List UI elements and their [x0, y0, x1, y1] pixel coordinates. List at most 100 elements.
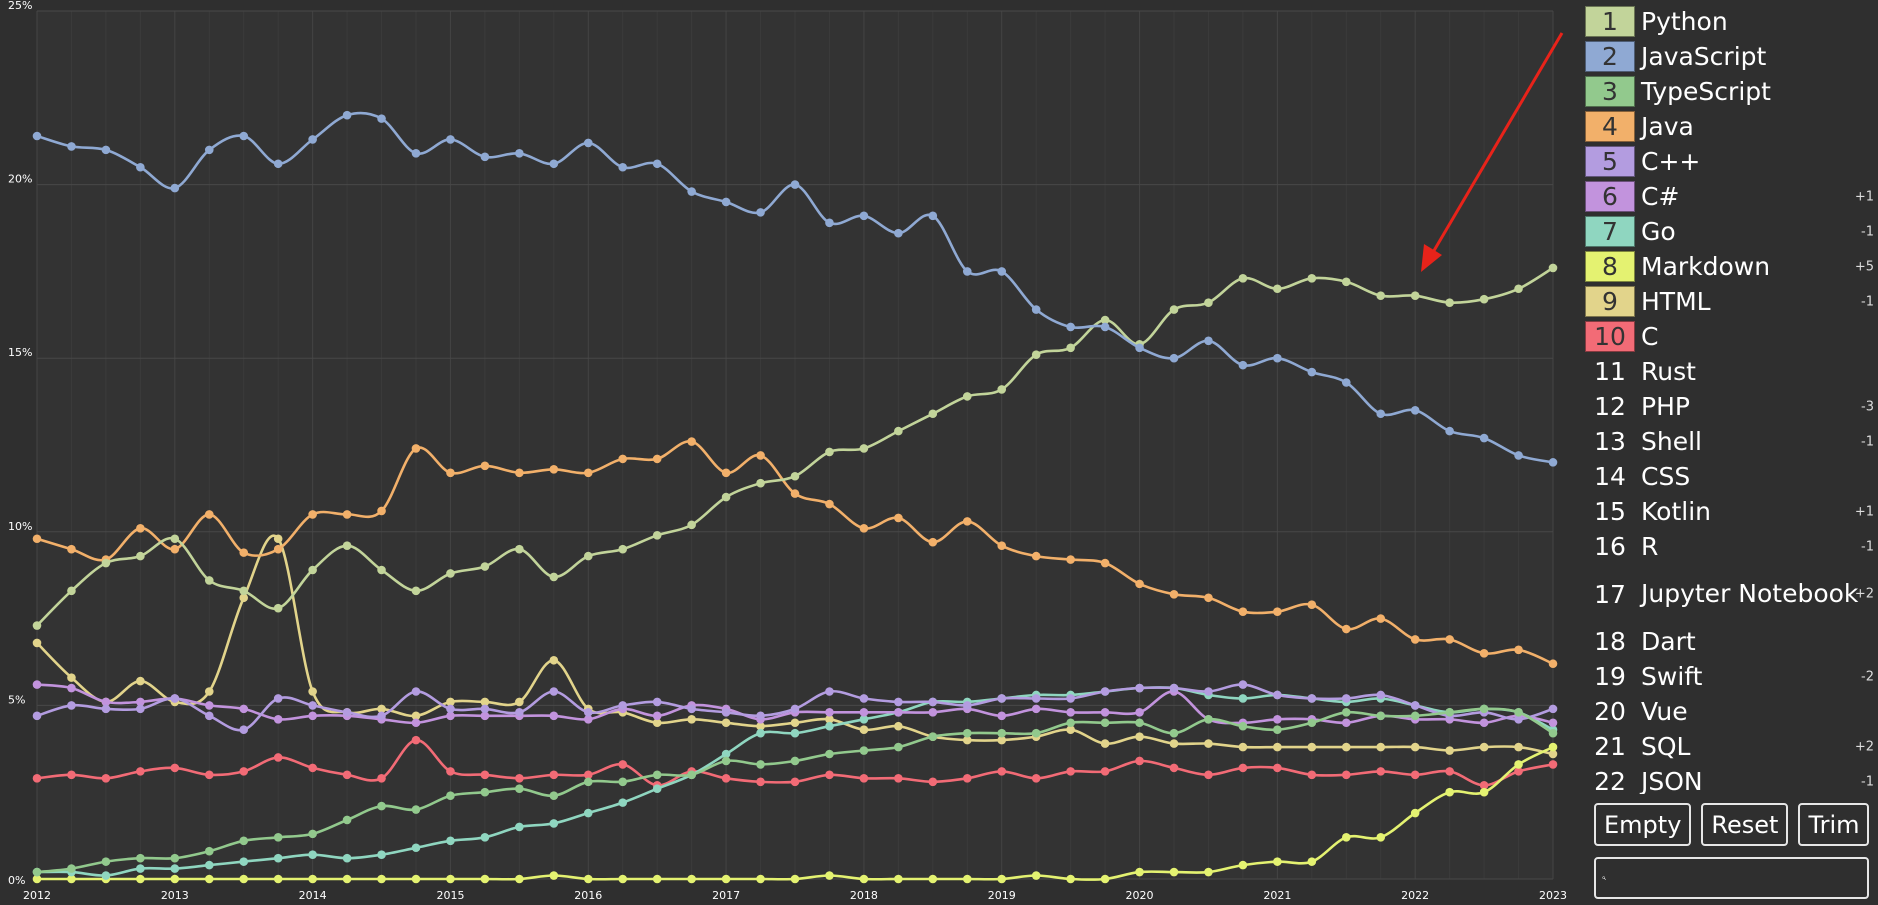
data-point-markdown [1066, 874, 1075, 884]
legend-rank-change: -1 [1861, 774, 1874, 789]
data-point-csharp [1135, 708, 1144, 717]
data-point-python [859, 444, 869, 453]
legend-item[interactable]: 18 Dart [1585, 624, 1878, 659]
data-point-typescript [1031, 728, 1041, 738]
data-point-java [1031, 551, 1041, 561]
data-point-python [1307, 274, 1317, 283]
data-point-c [101, 774, 111, 783]
data-point-html [515, 697, 524, 707]
legend-item[interactable]: 19 Swift -2 [1585, 659, 1878, 694]
legend-item[interactable]: 9 HTML -1 [1585, 284, 1878, 319]
data-point-go [170, 864, 180, 873]
trim-button[interactable]: Trim [1798, 803, 1870, 846]
data-point-markdown [1031, 871, 1041, 880]
data-point-cpp [1204, 687, 1213, 696]
data-point-javascript [273, 159, 283, 169]
data-point-cpp [687, 704, 696, 714]
legend-label: Java [1641, 111, 1694, 141]
data-point-html [411, 711, 421, 721]
legend-item[interactable]: 14 CSS [1585, 459, 1878, 494]
data-point-c [273, 753, 283, 762]
data-point-cpp [1410, 701, 1420, 710]
data-point-python [32, 621, 42, 630]
data-point-markdown [1376, 833, 1386, 842]
data-point-cpp [825, 687, 834, 696]
legend-item[interactable]: 13 Shell -1 [1585, 424, 1878, 459]
data-point-markdown [1479, 787, 1489, 797]
data-point-c [411, 735, 421, 745]
reset-button[interactable]: Reset [1701, 803, 1789, 846]
data-point-cpp [721, 708, 731, 717]
data-point-cpp [1548, 704, 1558, 714]
data-point-typescript [1307, 718, 1317, 728]
data-point-html [790, 718, 800, 728]
data-point-python [962, 392, 972, 401]
legend-item[interactable]: 4 Java [1585, 109, 1878, 144]
x-tick-label: 2019 [988, 889, 1016, 902]
data-point-javascript [721, 197, 731, 207]
legend-item[interactable]: 3 TypeScript [1585, 74, 1878, 109]
data-point-html [549, 655, 559, 665]
legend-rank: 16 [1594, 532, 1626, 561]
data-point-typescript [170, 853, 180, 863]
data-point-java [825, 499, 834, 509]
data-point-cpp [652, 697, 662, 707]
data-point-c [1031, 774, 1041, 783]
data-point-c [825, 770, 834, 780]
data-point-java [928, 537, 938, 547]
data-point-go [549, 819, 559, 828]
legend-item[interactable]: 22 JSON -1 [1585, 764, 1878, 795]
data-point-typescript [32, 867, 42, 877]
legend-item[interactable]: 11 Rust [1585, 354, 1878, 389]
legend-rank: 22 [1594, 767, 1626, 794]
data-point-python [411, 586, 421, 596]
data-point-java [1445, 635, 1454, 644]
data-point-html [1376, 742, 1386, 752]
data-point-typescript [1445, 708, 1454, 717]
data-point-cpp [1307, 694, 1317, 703]
data-point-python [756, 478, 765, 488]
search-box[interactable] [1594, 857, 1869, 899]
data-point-python [342, 541, 352, 550]
data-point-java [687, 437, 696, 446]
data-point-html [1410, 742, 1420, 752]
search-input[interactable] [1606, 859, 1867, 897]
data-point-javascript [1204, 336, 1213, 346]
empty-button[interactable]: Empty [1594, 803, 1692, 846]
legend-item[interactable]: 5 C++ [1585, 144, 1878, 179]
data-point-javascript [1341, 378, 1351, 387]
data-point-cpp [308, 701, 317, 710]
legend-item[interactable]: 10 C [1585, 319, 1878, 354]
legend-rank-change: -2 [1861, 669, 1874, 684]
data-point-python [1410, 291, 1420, 301]
legend-rank-change: +1 [1854, 189, 1874, 204]
legend-item[interactable]: 6 C# +1 [1585, 179, 1878, 214]
data-point-csharp [204, 701, 214, 710]
data-point-html [1307, 742, 1317, 752]
legend-item[interactable]: 7 Go -1 [1585, 214, 1878, 249]
legend-item[interactable]: 1 Python [1585, 4, 1878, 39]
data-point-markdown [1514, 760, 1523, 769]
data-point-java [1479, 649, 1489, 658]
data-point-javascript [1514, 451, 1523, 460]
data-point-html [1514, 742, 1523, 752]
legend-item[interactable]: 21 SQL +2 [1585, 729, 1878, 764]
legend-label: Jupyter Notebook [1641, 579, 1859, 608]
legend-item[interactable]: 2 JavaScript [1585, 39, 1878, 74]
data-point-javascript [204, 145, 214, 155]
data-point-go [239, 857, 249, 866]
legend-item[interactable]: 17 Jupyter Notebook +2 [1585, 564, 1878, 624]
data-point-csharp [273, 714, 283, 724]
data-point-java [136, 524, 145, 533]
data-point-java [1376, 614, 1386, 623]
legend-item[interactable]: 15 Kotlin +1 [1585, 494, 1878, 529]
legend-item[interactable]: 8 Markdown +5 [1585, 249, 1878, 284]
legend-rank: 13 [1594, 427, 1626, 456]
legend-item[interactable]: 12 PHP -3 [1585, 389, 1878, 424]
data-point-python [894, 426, 903, 436]
legend-item[interactable]: 16 R -1 [1585, 529, 1878, 564]
data-point-javascript [1169, 353, 1179, 363]
data-point-html [859, 725, 869, 735]
data-point-javascript [1135, 343, 1144, 353]
legend-item[interactable]: 20 Vue [1585, 694, 1878, 729]
